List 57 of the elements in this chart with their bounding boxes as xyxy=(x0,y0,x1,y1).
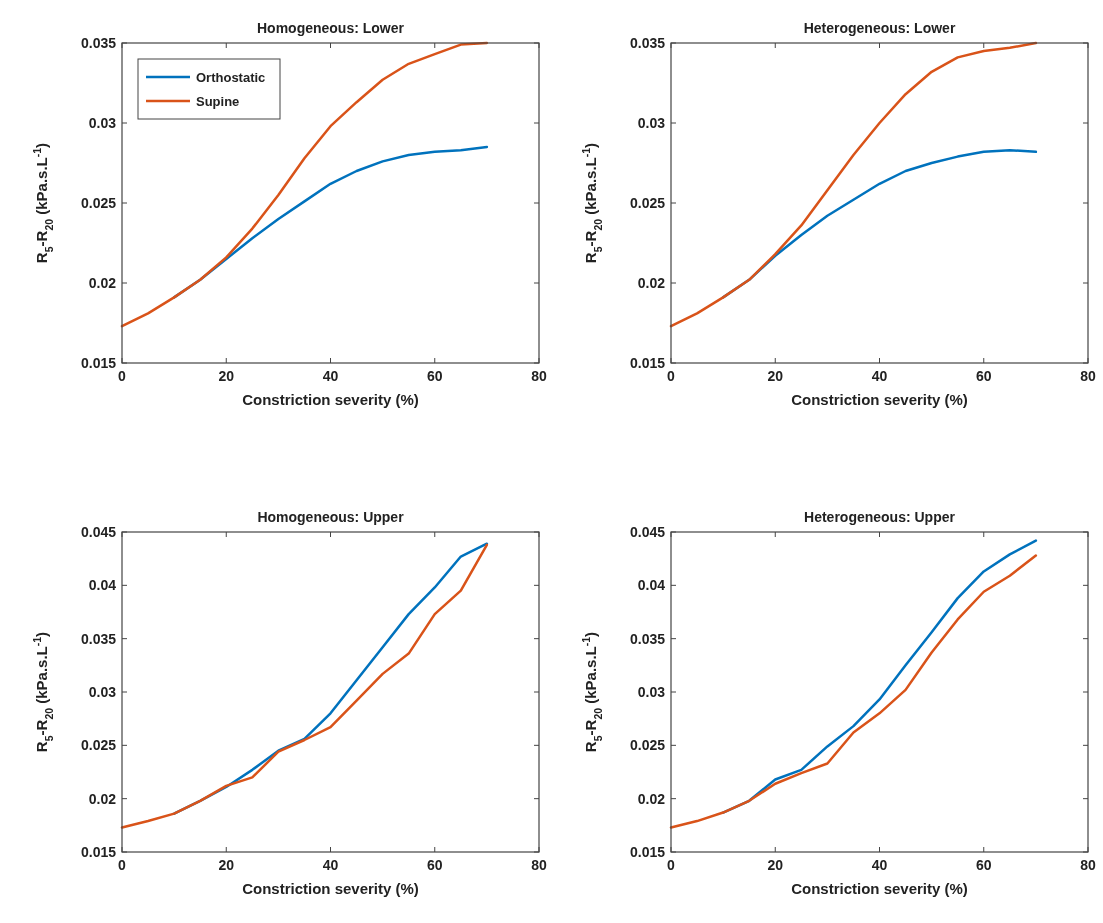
y-tick-label: 0.045 xyxy=(80,523,117,540)
y-tick-label: 0.045 xyxy=(629,523,666,540)
y-tick-label: 0.015 xyxy=(629,354,666,371)
chart-title: Heterogeneous: Upper xyxy=(804,509,956,525)
y-tick-label: 0.035 xyxy=(80,630,117,647)
y-tick-label: 0.025 xyxy=(629,194,666,211)
y-tick-label: 0.02 xyxy=(88,274,117,291)
y-tick-label: 0.03 xyxy=(88,114,117,131)
x-tick-label: 40 xyxy=(322,857,339,873)
x-tick-label: 80 xyxy=(1080,368,1096,384)
x-tick-label: 20 xyxy=(767,368,784,384)
y-tick-label: 0.03 xyxy=(88,683,117,700)
y-tick-label: 0.015 xyxy=(80,354,117,371)
x-tick-label: 40 xyxy=(871,857,888,873)
x-tick-label: 0 xyxy=(667,368,676,384)
x-tick-label: 60 xyxy=(426,368,443,384)
x-tick-label: 60 xyxy=(426,857,443,873)
y-tick-label: 0.03 xyxy=(637,114,666,131)
y-tick-label: 0.025 xyxy=(80,194,117,211)
y-tick-label: 0.025 xyxy=(80,737,117,754)
y-tick-label: 0.04 xyxy=(637,577,666,594)
x-tick-label: 0 xyxy=(667,857,676,873)
x-tick-label: 80 xyxy=(531,368,547,384)
y-tick-label: 0.02 xyxy=(637,790,666,807)
x-tick-label: 80 xyxy=(531,857,547,873)
y-tick-label: 0.02 xyxy=(88,790,117,807)
y-tick-label: 0.035 xyxy=(629,34,666,51)
y-tick-label: 0.015 xyxy=(629,843,666,860)
x-tick-label: 0 xyxy=(118,368,127,384)
x-tick-label: 20 xyxy=(767,857,784,873)
x-tick-label: 40 xyxy=(322,368,339,384)
x-tick-label: 0 xyxy=(118,857,127,873)
legend-label: Supine xyxy=(196,93,240,109)
x-tick-label: 60 xyxy=(975,857,992,873)
x-tick-label: 20 xyxy=(218,368,235,384)
x-tick-label: 80 xyxy=(1080,857,1096,873)
y-tick-label: 0.04 xyxy=(88,577,117,594)
chart-title: Homogeneous: Upper xyxy=(257,509,405,525)
x-tick-label: 40 xyxy=(871,368,888,384)
x-tick-label: 60 xyxy=(975,368,992,384)
y-tick-label: 0.02 xyxy=(637,274,666,291)
y-tick-label: 0.035 xyxy=(629,630,666,647)
y-tick-label: 0.035 xyxy=(80,34,117,51)
line-series xyxy=(669,554,1038,829)
x-axis-title: Constriction severity (%) xyxy=(791,880,968,897)
chart-title: Homogeneous: Lower xyxy=(256,20,405,36)
x-tick-label: 20 xyxy=(218,857,235,873)
x-axis-title: Constriction severity (%) xyxy=(242,391,419,408)
line-series xyxy=(669,41,1038,328)
x-axis-title: Constriction severity (%) xyxy=(791,391,968,408)
line-series xyxy=(120,543,489,829)
y-tick-label: 0.03 xyxy=(637,683,666,700)
chart-title: Heterogeneous: Lower xyxy=(803,20,956,36)
y-tick-label: 0.025 xyxy=(629,737,666,754)
y-tick-label: 0.015 xyxy=(80,843,117,860)
x-axis-title: Constriction severity (%) xyxy=(242,880,419,897)
legend-label: Orthostatic xyxy=(196,69,266,85)
